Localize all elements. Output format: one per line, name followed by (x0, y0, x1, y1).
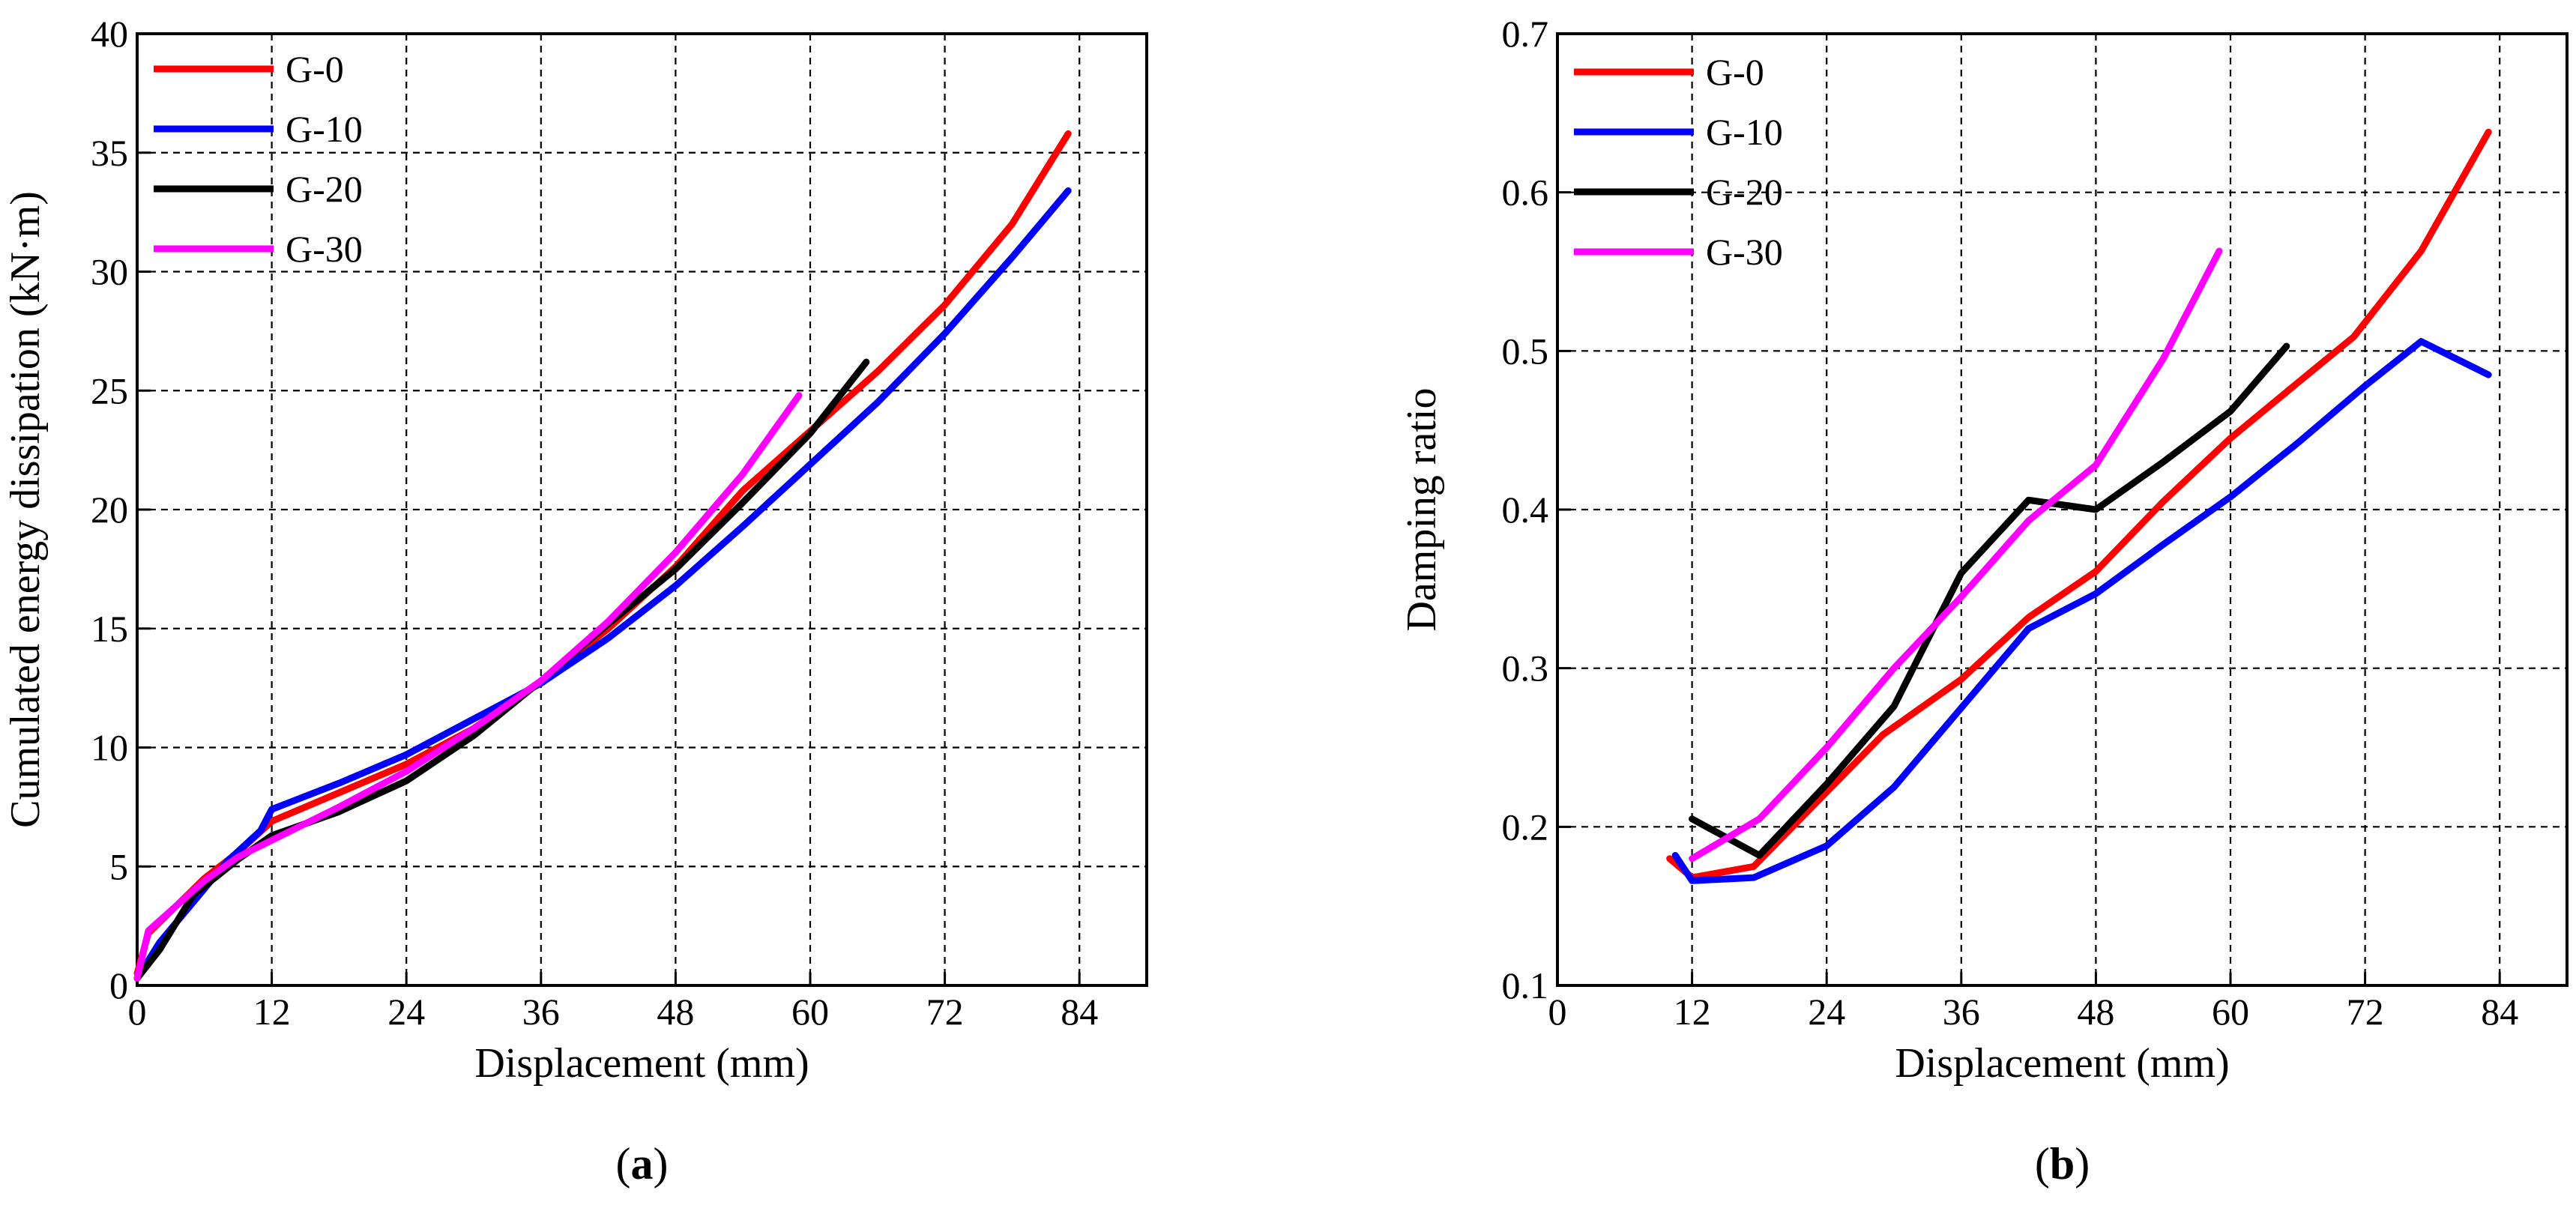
x-tick-label: 36 (1943, 991, 1980, 1033)
y-tick-label: 25 (91, 369, 128, 411)
x-tick-label: 48 (657, 991, 694, 1033)
y-tick-label: 0 (109, 964, 128, 1006)
series-line-g-10 (1671, 338, 2492, 884)
y-tick-label: 0.1 (1502, 964, 1549, 1006)
x-tick-label: 36 (522, 991, 560, 1033)
y-tick-label: 35 (91, 132, 128, 174)
series-line-g-20 (1689, 342, 2290, 859)
y-axis-label: Damping ratio (1399, 387, 1445, 631)
legend-label: G-0 (1706, 51, 1764, 93)
x-axis-label: Displacement (mm) (1895, 1040, 2229, 1087)
panel-b-damping-ratio-chart: 0 12 24 36 48 60 72 84 0.1 0.2 0.3 0.4 0.5 0.6 0.7 Disp… (1399, 13, 2569, 1189)
legend-label: G-30 (1706, 231, 1783, 273)
y-tick-label: 15 (91, 608, 128, 650)
y-tick-label: 0.7 (1502, 13, 1549, 55)
y-tick-label: 0.4 (1502, 489, 1549, 531)
series-line-g-30 (1689, 247, 2223, 863)
x-tick-label: 12 (253, 991, 291, 1033)
x-tick-label: 72 (2347, 991, 2384, 1033)
x-tick-label: 24 (387, 991, 425, 1033)
series-line-g-0 (1666, 128, 2492, 881)
x-tick-label: 0 (1548, 991, 1567, 1033)
x-tick-label: 60 (2212, 991, 2249, 1033)
legend-label: G-0 (286, 48, 344, 90)
legend-label: G-10 (1706, 111, 1783, 153)
legend-label: G-30 (286, 228, 363, 270)
series-line-g-30 (133, 392, 803, 982)
legend-label: G-20 (286, 168, 363, 210)
x-tick-label: 12 (1674, 991, 1711, 1033)
x-tick-label: 84 (1061, 991, 1098, 1033)
series-line-g-10 (133, 187, 1072, 982)
legend-label: G-20 (1706, 171, 1783, 213)
y-tick-label: 40 (91, 13, 128, 55)
panel-label: (b) (2035, 1139, 2090, 1189)
x-tick-label: 72 (926, 991, 964, 1033)
x-tick-label: 48 (2077, 991, 2114, 1033)
y-tick-label: 5 (109, 845, 128, 887)
panel-letter: a (631, 1139, 654, 1189)
legend-label: G-10 (286, 108, 363, 150)
legend: G-0 G-10 G-20 G-30 (154, 48, 363, 270)
y-tick-label: 20 (91, 489, 128, 531)
x-tick-label: 0 (128, 991, 147, 1033)
x-tick-label: 24 (1808, 991, 1845, 1033)
legend: G-0 G-10 G-20 G-30 (1574, 51, 1783, 273)
x-tick-label: 84 (2481, 991, 2518, 1033)
y-tick-label: 0.3 (1502, 647, 1549, 689)
y-tick-label: 0.2 (1502, 806, 1549, 848)
panel-label: (a) (616, 1139, 669, 1189)
series-line-g-20 (133, 358, 870, 982)
y-tick-label: 0.5 (1502, 330, 1549, 372)
y-axis-label: Cumulated energy dissipation (kN·m) (2, 191, 49, 828)
x-axis-label: Displacement (mm) (474, 1040, 809, 1087)
x-tick-label: 60 (791, 991, 829, 1033)
y-tick-label: 10 (91, 727, 128, 769)
y-tick-label: 0.6 (1502, 172, 1549, 214)
y-tick-label: 30 (91, 251, 128, 293)
panel-a-energy-dissipation-chart: 0 12 24 36 48 60 72 84 0 5 10 15 20 25 30 35 40 Displacem… (2, 13, 1148, 1189)
panel-letter: b (2050, 1139, 2075, 1189)
series-line-g-0 (133, 130, 1072, 977)
